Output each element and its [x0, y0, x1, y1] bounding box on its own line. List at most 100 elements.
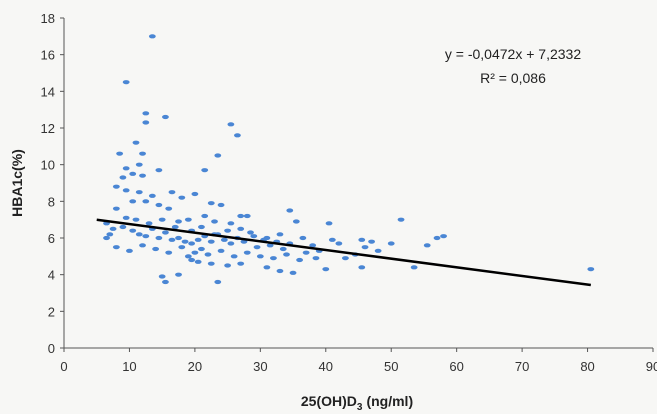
data-point	[423, 243, 431, 248]
data-point	[155, 168, 163, 173]
y-tick-label: 10	[41, 158, 55, 173]
data-point	[256, 254, 264, 259]
x-axis-title: 25(OH)D3 (ng/ml)	[301, 393, 413, 413]
data-point	[211, 219, 218, 224]
data-point	[292, 219, 300, 224]
data-point	[168, 237, 176, 242]
data-point	[194, 237, 202, 242]
x-axis-title-unit: (ng/ml)	[366, 393, 413, 409]
x-tick-label: 60	[449, 359, 463, 374]
data-point	[122, 215, 130, 220]
data-point	[129, 228, 137, 233]
axes: 0 2 4 6 8 10 12 14 16 18 0 10 20 30 40 50 60 70 80 90	[41, 11, 657, 374]
data-point	[397, 217, 405, 222]
data-point	[135, 162, 143, 167]
data-point	[175, 235, 182, 241]
data-point	[368, 239, 375, 244]
data-point	[142, 234, 150, 239]
data-point	[194, 259, 202, 264]
x-tick-label: 50	[384, 359, 398, 374]
data-point	[335, 241, 343, 246]
trendline-group	[96, 218, 591, 287]
y-tick-label: 2	[48, 304, 55, 319]
data-point	[184, 254, 192, 259]
data-point	[410, 265, 418, 270]
equation-annotation: y = -0,0472x + 7,2332	[445, 46, 581, 62]
data-point	[286, 208, 294, 213]
x-tick-label: 80	[580, 359, 594, 374]
data-point	[227, 122, 235, 127]
data-point	[145, 221, 153, 226]
data-point	[139, 173, 146, 178]
data-point	[162, 230, 169, 235]
data-point	[279, 246, 287, 252]
x-tick-label: 10	[122, 359, 136, 374]
data-point	[217, 202, 225, 208]
data-point	[322, 267, 330, 272]
y-tick-label: 6	[48, 231, 55, 246]
data-point	[276, 268, 284, 274]
data-point	[201, 168, 209, 173]
data-point	[237, 213, 245, 219]
data-point	[142, 111, 150, 116]
data-point	[165, 206, 173, 211]
data-point	[224, 228, 232, 233]
data-point	[270, 256, 277, 261]
data-point	[178, 245, 186, 250]
data-point	[263, 235, 271, 241]
data-point	[230, 254, 238, 259]
data-point	[207, 239, 215, 244]
data-point	[250, 234, 258, 239]
data-point	[358, 237, 366, 242]
y-tick-label: 4	[48, 268, 55, 283]
data-point	[103, 235, 110, 241]
data-point	[309, 243, 317, 248]
data-point	[227, 221, 235, 226]
data-point	[387, 241, 395, 246]
data-point	[122, 80, 130, 85]
x-tick-label: 90	[646, 359, 657, 374]
data-point	[433, 235, 441, 241]
data-point	[302, 250, 310, 255]
data-point	[266, 243, 274, 248]
data-point	[217, 248, 225, 253]
data-point	[325, 221, 333, 226]
data-point	[112, 206, 120, 211]
data-point	[207, 201, 215, 206]
data-point	[106, 232, 114, 237]
data-point	[253, 245, 261, 250]
data-point	[158, 274, 166, 279]
y-tick-label: 12	[41, 121, 55, 136]
data-points	[103, 34, 595, 285]
data-point	[116, 151, 124, 156]
data-point	[162, 114, 169, 120]
data-point	[299, 235, 307, 241]
data-point	[342, 256, 349, 261]
data-point	[122, 166, 130, 171]
data-point	[165, 250, 173, 255]
data-point	[247, 230, 254, 235]
data-point	[119, 224, 127, 230]
y-tick-label: 18	[41, 11, 55, 26]
data-point	[152, 246, 160, 252]
data-point	[198, 246, 205, 252]
data-point	[112, 184, 120, 189]
data-point	[191, 250, 199, 255]
data-point	[276, 232, 284, 237]
data-point	[155, 235, 163, 241]
data-point	[148, 34, 156, 39]
data-point	[243, 250, 251, 255]
y-tick-label: 8	[48, 194, 55, 209]
data-point	[148, 193, 156, 198]
data-point	[234, 133, 241, 138]
data-point	[214, 153, 222, 158]
data-point	[220, 237, 228, 242]
data-point	[139, 151, 146, 156]
data-point	[207, 261, 215, 266]
data-point	[178, 195, 186, 200]
data-point	[237, 261, 245, 266]
data-point	[198, 224, 205, 230]
data-point	[312, 256, 320, 261]
